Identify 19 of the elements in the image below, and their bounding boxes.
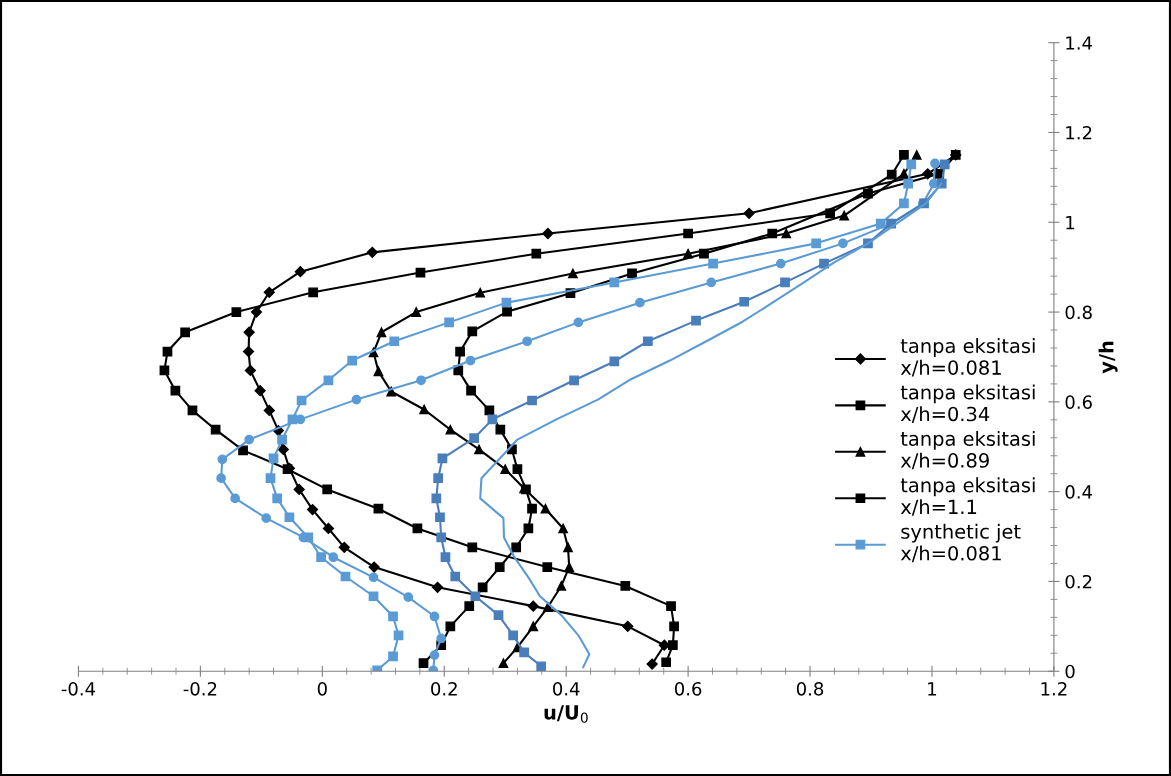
x-tick-label: 1 <box>928 682 937 696</box>
y-tick-label: 0 <box>1065 664 1075 679</box>
y-tick-label: 0.4 <box>1065 485 1093 499</box>
legend-label: synthetic jet x/h=0.081 <box>900 523 1021 563</box>
x-tick-label: 0.4 <box>553 681 580 696</box>
y-tick-label: 0.2 <box>1065 574 1092 589</box>
x-tick-label: -0.2 <box>183 681 217 696</box>
x-tick-label: 0.6 <box>674 681 702 696</box>
x-tick-label: 0 <box>317 681 327 696</box>
y-tick-label: 0.8 <box>1065 305 1092 320</box>
y-tick-label: 1.4 <box>1066 36 1093 50</box>
y-tick-label: 1.2 <box>1066 125 1092 140</box>
x-tick-label: 0.8 <box>796 681 824 696</box>
x-tick-label: 0.2 <box>431 681 457 696</box>
y-tick-label: 1 <box>1066 215 1075 230</box>
x-axis-title: u/U$_{0}$ <box>544 705 588 723</box>
y-tick-label: 0.6 <box>1065 395 1092 409</box>
y-axis-title: y/h <box>1098 341 1118 374</box>
x-tick-label: -0.4 <box>61 681 96 696</box>
